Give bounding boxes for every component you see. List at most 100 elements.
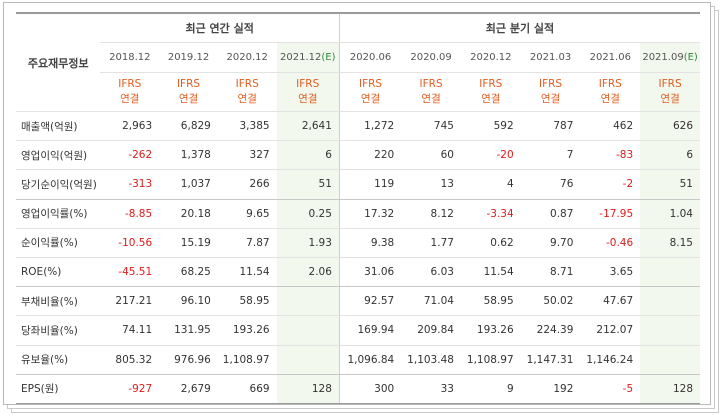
metric-value-cell: 224.39 <box>520 315 581 346</box>
metric-value-cell: -83 <box>580 140 641 171</box>
metric-value-cell: 47.67 <box>580 286 641 317</box>
metric-value-cell: 9.38 <box>338 228 402 258</box>
metric-value-cell: -20 <box>460 140 521 171</box>
metric-value-cell: 131.95 <box>159 315 218 346</box>
accounting-standard-cell: IFRS 연결 <box>460 72 521 112</box>
period-date: 2021.12 <box>279 52 322 63</box>
metric-value-cell: 3.65 <box>580 257 641 288</box>
metric-label: 당좌비율(%) <box>16 315 101 346</box>
metric-value-cell: 20.18 <box>159 199 218 229</box>
metric-value-cell: 8.15 <box>640 228 700 258</box>
metric-value-cell: 1,037 <box>159 169 218 200</box>
consolidated-label: 연결 <box>178 93 199 105</box>
metric-label: 부채비율(%) <box>16 286 101 317</box>
metric-value-cell: 2.06 <box>276 257 340 288</box>
ifrs-label: IFRS <box>118 78 142 90</box>
metric-value-cell: 327 <box>217 140 277 171</box>
metric-value-cell: 217.21 <box>100 286 160 317</box>
estimate-marker: (E) <box>321 52 336 63</box>
accounting-standard-cell: IFRS 연결 <box>580 72 641 112</box>
metric-value-cell: 1,147.31 <box>520 345 581 375</box>
metric-value-cell: 96.10 <box>159 286 218 317</box>
table-row: 매출액(억원) 2,963 6,829 3,385 2,641 1,272 745 592 78… <box>16 111 700 142</box>
metric-value-cell: 212.07 <box>580 315 641 346</box>
metric-value-cell: 13 <box>401 169 461 200</box>
metric-value-cell: 9.70 <box>520 228 581 258</box>
metric-value-cell: -313 <box>100 169 160 200</box>
accounting-standard-cell: IFRS 연결 <box>100 72 160 112</box>
table-row: 당기순이익(억원) -313 1,037 266 51 119 13 4 76 -2 51 <box>16 169 700 200</box>
metric-value-cell: 1,108.97 <box>460 345 521 375</box>
metric-value-cell: 2,963 <box>100 111 160 142</box>
metric-value-cell: 592 <box>460 111 521 142</box>
period-date: 2020.06 <box>349 52 392 63</box>
metric-value-cell: 9.65 <box>217 199 277 229</box>
metric-value-cell: 0.62 <box>460 228 521 258</box>
metric-value-cell: 1.77 <box>401 228 461 258</box>
period-date-header: 2020.12 <box>217 42 277 73</box>
annual-group-header: 최근 연간 실적 <box>100 12 340 43</box>
period-date-header: 2020.06 <box>338 42 402 73</box>
metric-value-cell <box>640 315 700 346</box>
metric-value-cell: -5 <box>580 374 641 404</box>
metric-value-cell: 209.84 <box>401 315 461 346</box>
metric-value-cell: 51 <box>276 169 340 200</box>
metric-value-cell: 976.96 <box>159 345 218 375</box>
metric-value-cell: 6,829 <box>159 111 218 142</box>
metric-value-cell <box>276 286 340 317</box>
row-header-label: 주요재무정보 <box>16 12 101 112</box>
metric-value-cell: 1,146.24 <box>580 345 641 375</box>
metric-value-cell: 669 <box>217 374 277 404</box>
period-date: 2019.12 <box>167 52 210 63</box>
consolidated-label: 연결 <box>237 93 257 105</box>
period-date-header: 2020.12 <box>460 42 521 73</box>
metric-value-cell: 11.54 <box>460 257 521 288</box>
ifrs-label: IFRS <box>658 78 682 90</box>
metric-value-cell: 1,108.97 <box>217 345 277 375</box>
period-date: 2020.12 <box>470 52 512 63</box>
consolidated-label: 연결 <box>360 93 381 105</box>
ifrs-label: IFRS <box>176 78 201 90</box>
metric-value-cell: 1.04 <box>640 199 700 229</box>
period-date-header: 2021.06 <box>580 42 641 73</box>
table-row: 당좌비율(%) 74.11 131.95 193.26 169.94 209.84 193.… <box>16 315 700 346</box>
metric-label: 영업이익(억원) <box>16 140 101 171</box>
period-date-header: 2019.12 <box>159 42 218 73</box>
metric-value-cell <box>640 345 700 375</box>
accounting-standard-row: IFRS 연결 IFRS 연결 IFRS 연결 IFRS 연결 IFRS 연결 IFRS 연결 IFRS… <box>16 72 700 112</box>
accounting-standard-cell: IFRS 연결 <box>640 72 700 112</box>
period-date-header: 2018.12 <box>100 42 160 73</box>
metric-value-cell: 3,385 <box>217 111 277 142</box>
consolidated-label: 연결 <box>540 93 561 105</box>
accounting-standard-cell: IFRS 연결 <box>276 72 340 112</box>
ifrs-label: IFRS <box>296 78 320 90</box>
period-date-header: 2020.09 <box>401 42 461 73</box>
period-date: 2020.09 <box>410 52 452 63</box>
metric-label: 순이익률(%) <box>16 228 101 258</box>
period-date-header: 2021.09(E) <box>640 42 700 73</box>
ifrs-label: IFRS <box>479 78 503 90</box>
metric-value-cell: 15.19 <box>159 228 218 258</box>
metric-value-cell: 1,378 <box>159 140 218 171</box>
period-date: 2020.12 <box>226 52 268 63</box>
period-date: 2021.03 <box>529 52 572 63</box>
metric-value-cell: 2,641 <box>276 111 340 142</box>
metric-label: EPS(원) <box>16 374 101 404</box>
metric-value-cell: 0.87 <box>520 199 581 229</box>
metric-value-cell: 462 <box>580 111 641 142</box>
ifrs-label: IFRS <box>598 78 622 90</box>
metric-value-cell: 58.95 <box>217 286 277 317</box>
metric-label: ROE(%) <box>16 257 101 288</box>
estimate-marker: (E) <box>683 52 698 63</box>
metric-label: 유보율(%) <box>16 345 101 375</box>
period-date-header: 2021.03 <box>520 42 581 73</box>
metric-value-cell: 71.04 <box>401 286 461 317</box>
table-row: 유보율(%) 805.32 976.96 1,108.97 1,096.84 1,103.… <box>16 345 700 375</box>
metric-value-cell: 192 <box>520 374 581 404</box>
metric-value-cell: 0.25 <box>276 199 340 229</box>
metric-value-cell: 7 <box>520 140 581 171</box>
metric-value-cell: 51 <box>640 169 700 200</box>
metric-label: 당기순이익(억원) <box>16 169 101 200</box>
metric-value-cell: 266 <box>217 169 277 200</box>
metric-value-cell: 31.06 <box>338 257 402 288</box>
